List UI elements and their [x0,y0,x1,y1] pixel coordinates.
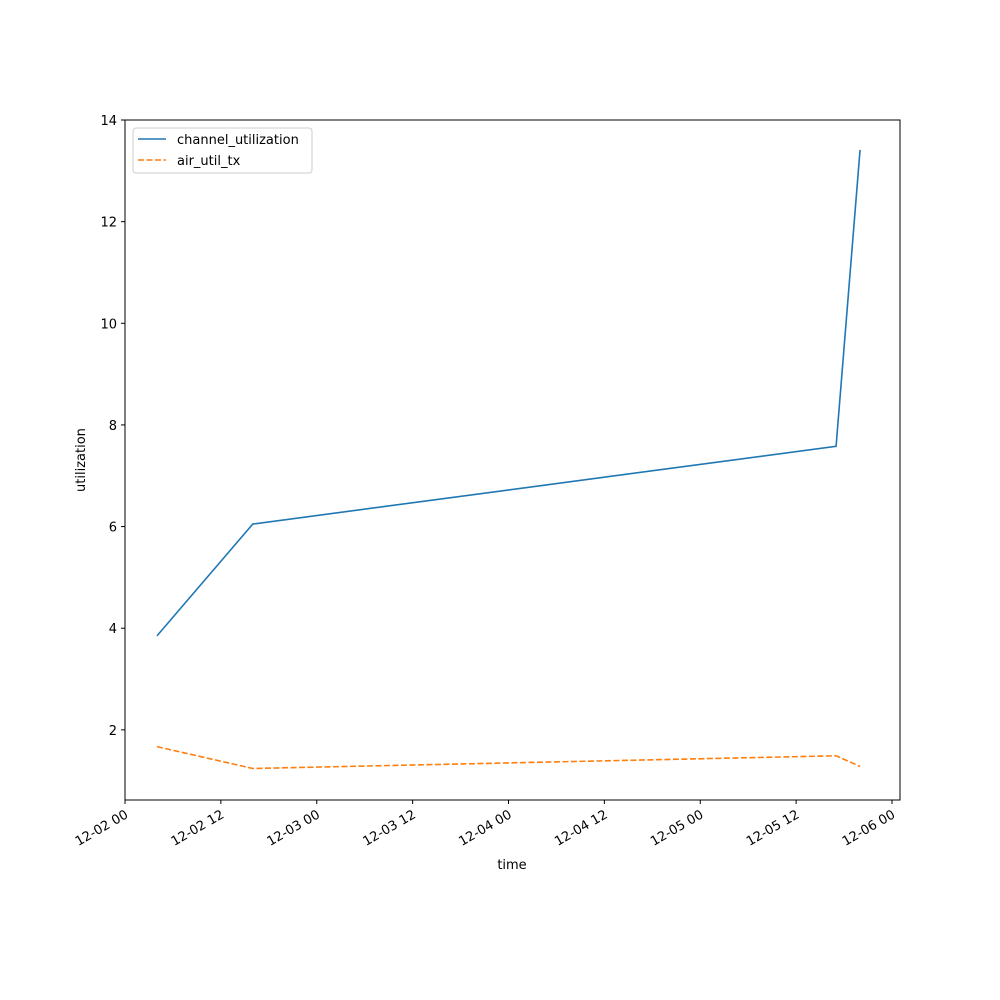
line-series [156,149,861,637]
legend-label: channel_utilization [177,133,299,148]
x-tick-label: 12-02 00 [73,807,131,849]
y-tick-label: 2 [109,724,117,739]
x-tick-label: 12-04 00 [456,807,514,849]
line-series [156,745,861,770]
x-tick-label: 12-06 00 [840,807,898,849]
x-tick-label: 12-05 00 [648,807,706,849]
y-tick-label: 12 [100,216,117,231]
x-tick-label: 12-02 12 [169,807,227,849]
y-axis-label: utilization [74,428,89,492]
x-tick-label: 12-03 12 [361,807,419,849]
y-tick-label: 10 [100,317,117,332]
x-axis-label: time [497,858,526,873]
y-tick-label: 4 [109,622,117,637]
legend-label: air_util_tx [177,154,241,169]
y-tick-label: 8 [109,419,117,434]
y-tick-label: 6 [109,521,117,536]
x-tick-label: 12-03 00 [265,807,323,849]
x-tick-label: 12-04 12 [552,807,610,849]
y-tick-label: 14 [100,114,117,129]
x-tick-label: 12-05 12 [744,807,802,849]
plot-frame [124,119,901,801]
legend-box [132,127,313,174]
